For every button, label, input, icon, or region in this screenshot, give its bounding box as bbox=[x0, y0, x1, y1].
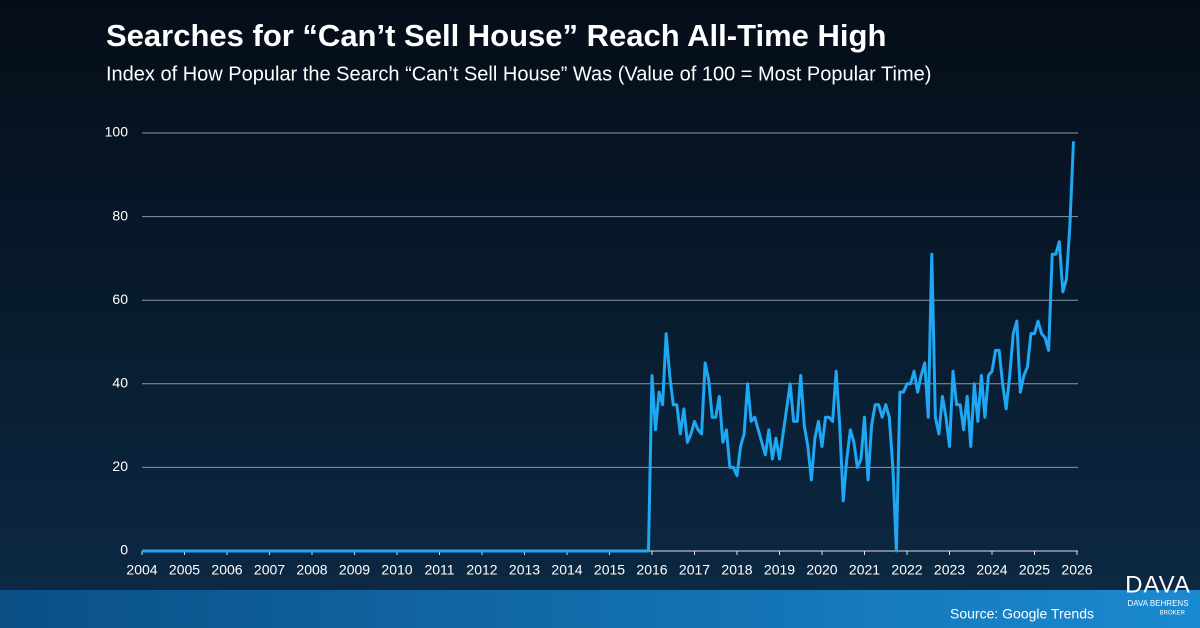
x-tick-label: 2021 bbox=[849, 562, 880, 578]
y-tick-label: 20 bbox=[112, 458, 128, 474]
y-tick-label: 80 bbox=[112, 207, 128, 223]
logo-text: BROKER bbox=[1160, 611, 1186, 617]
x-tick-label: 2017 bbox=[679, 562, 710, 578]
x-tick-label: 2016 bbox=[636, 562, 667, 578]
source: Source: Google Trends bbox=[950, 606, 1094, 622]
y-tick-label: 100 bbox=[105, 124, 129, 140]
x-tick-label: 2024 bbox=[976, 562, 1007, 578]
x-tick-label: 2007 bbox=[254, 562, 285, 578]
data-line bbox=[142, 141, 1075, 553]
x-tick-label: 2014 bbox=[551, 562, 582, 578]
x-tick-label: 2022 bbox=[891, 562, 922, 578]
x-tick-label: 2015 bbox=[594, 562, 625, 578]
x-tick-label: 2026 bbox=[1061, 562, 1092, 578]
x-tick-label: 2006 bbox=[211, 562, 242, 578]
x-tick-label: 2005 bbox=[169, 562, 200, 578]
y-tick-label: 0 bbox=[120, 542, 128, 558]
x-tick-label: 2025 bbox=[1019, 562, 1050, 578]
x-tick-label: 2013 bbox=[509, 562, 540, 578]
x-tick-label: 2009 bbox=[339, 562, 370, 578]
footer-band bbox=[0, 590, 1200, 628]
x-tick-label: 2004 bbox=[126, 562, 157, 578]
x-tick-label: 2023 bbox=[934, 562, 965, 578]
chart-subtitle: Index of How Popular the Search “Can’t S… bbox=[106, 63, 931, 85]
x-tick-label: 2012 bbox=[466, 562, 497, 578]
x-tick-label: 2010 bbox=[381, 562, 412, 578]
logo: DAVA bbox=[1125, 571, 1191, 598]
chart-title: Searches for “Can’t Sell House” Reach Al… bbox=[106, 18, 886, 53]
x-tick-label: 2008 bbox=[296, 562, 327, 578]
x-tick-label: 2011 bbox=[424, 562, 454, 578]
x-tick-label: 2019 bbox=[764, 562, 795, 578]
y-tick-label: 40 bbox=[112, 375, 128, 391]
x-tick-label: 2020 bbox=[806, 562, 837, 578]
logo-text: DAVA BEHRENS bbox=[1127, 599, 1188, 608]
y-tick-label: 60 bbox=[112, 291, 128, 307]
x-tick-label: 2018 bbox=[721, 562, 752, 578]
